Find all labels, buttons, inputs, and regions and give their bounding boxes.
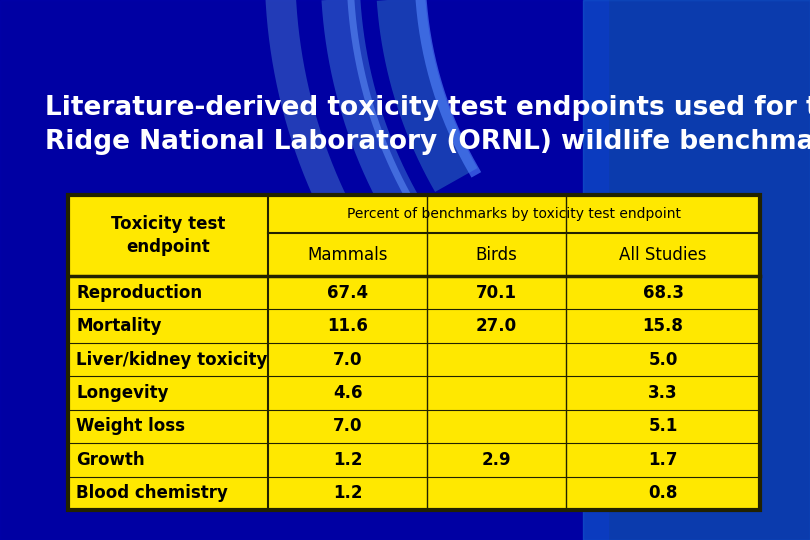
Text: Literature-derived toxicity test endpoints used for the Oak
Ridge National Labor: Literature-derived toxicity test endpoin… <box>45 95 810 155</box>
Bar <box>0 0 608 540</box>
Bar <box>68 195 760 510</box>
Text: Mammals: Mammals <box>307 246 388 264</box>
Text: Mortality: Mortality <box>76 317 161 335</box>
Text: 1.2: 1.2 <box>333 484 362 502</box>
Text: 0.8: 0.8 <box>648 484 678 502</box>
Text: Growth: Growth <box>76 451 145 469</box>
Text: 7.0: 7.0 <box>333 417 362 435</box>
Text: 5.1: 5.1 <box>648 417 678 435</box>
Text: Liver/kidney toxicity: Liver/kidney toxicity <box>76 350 267 369</box>
Text: 5.0: 5.0 <box>648 350 678 369</box>
Text: Birds: Birds <box>475 246 518 264</box>
Text: 15.8: 15.8 <box>642 317 684 335</box>
Text: 70.1: 70.1 <box>476 284 517 302</box>
Text: 27.0: 27.0 <box>476 317 517 335</box>
Text: All Studies: All Studies <box>620 246 707 264</box>
Text: 11.6: 11.6 <box>327 317 368 335</box>
Text: 68.3: 68.3 <box>642 284 684 302</box>
Text: Longevity: Longevity <box>76 384 168 402</box>
Text: Toxicity test
endpoint: Toxicity test endpoint <box>111 215 225 256</box>
Text: Reproduction: Reproduction <box>76 284 202 302</box>
Text: 2.9: 2.9 <box>482 451 511 469</box>
Text: 1.2: 1.2 <box>333 451 362 469</box>
Text: Percent of benchmarks by toxicity test endpoint: Percent of benchmarks by toxicity test e… <box>347 207 681 221</box>
Text: Blood chemistry: Blood chemistry <box>76 484 228 502</box>
Text: 67.4: 67.4 <box>327 284 368 302</box>
Text: 7.0: 7.0 <box>333 350 362 369</box>
Text: 3.3: 3.3 <box>648 384 678 402</box>
Text: 4.6: 4.6 <box>333 384 362 402</box>
Bar <box>583 0 810 540</box>
Text: Weight loss: Weight loss <box>76 417 185 435</box>
Text: 1.7: 1.7 <box>648 451 678 469</box>
